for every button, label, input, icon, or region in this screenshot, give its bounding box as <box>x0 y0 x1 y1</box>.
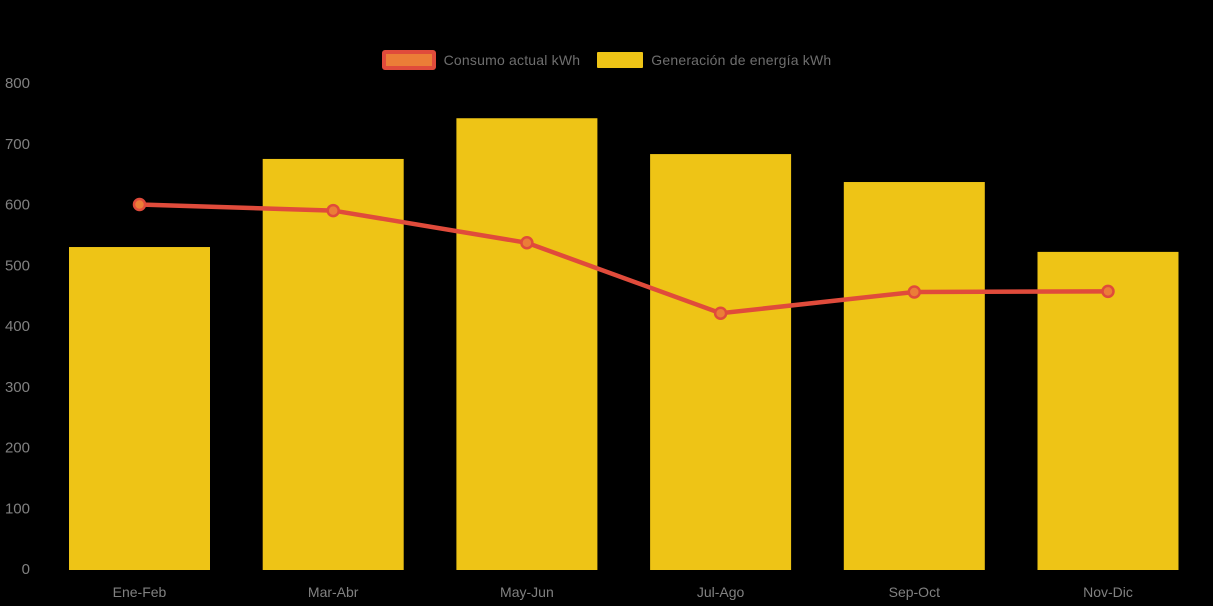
consumo-line-point[interactable] <box>1101 284 1115 299</box>
generacion-bar[interactable] <box>843 182 985 570</box>
x-axis-category-label: Nov-Dic <box>1083 584 1133 600</box>
x-axis-category-label: May-Jun <box>500 584 554 600</box>
y-axis-tick-label: 500 <box>5 257 30 274</box>
generacion-bar[interactable] <box>69 247 210 570</box>
generacion-legend-swatch-icon <box>597 52 644 68</box>
consumo-line-point[interactable] <box>132 197 147 212</box>
consumo-legend-swatch-icon <box>381 50 436 70</box>
consumo-line-point[interactable] <box>520 236 534 250</box>
consumo-line-point[interactable] <box>326 203 340 218</box>
y-axis-tick-label: 0 <box>22 561 30 578</box>
y-axis-tick-label: 600 <box>5 197 30 214</box>
x-axis-category-label: Mar-Abr <box>308 584 359 600</box>
y-axis-tick-label: 700 <box>5 136 30 153</box>
y-axis-tick-label: 300 <box>5 379 30 396</box>
y-axis-tick-label: 800 <box>5 75 30 92</box>
chart-legend: Consumo actual kWh Generación de energía… <box>0 50 1213 70</box>
generacion-bar[interactable] <box>1037 251 1179 570</box>
generacion-bar[interactable] <box>650 154 792 570</box>
generacion-bar[interactable] <box>456 118 598 571</box>
consumo-line-point[interactable] <box>713 306 728 320</box>
y-axis-tick-label: 100 <box>5 500 30 517</box>
consumo-line <box>139 202 1109 316</box>
x-axis-category-label: Sep-Oct <box>889 584 940 600</box>
legend-label-consumo: Consumo actual kWh <box>443 52 581 68</box>
x-axis-category-label: Ene-Feb <box>113 584 167 600</box>
x-axis-category-label: Jul-Ago <box>697 584 745 600</box>
y-axis-tick-label: 200 <box>5 440 30 457</box>
legend-item-generacion[interactable]: Generación de energía kWh <box>597 52 831 68</box>
legend-item-consumo[interactable]: Consumo actual kWh <box>381 50 581 70</box>
consumo-line-point[interactable] <box>907 285 922 299</box>
legend-label-generacion: Generación de energía kWh <box>651 52 832 68</box>
generacion-bar[interactable] <box>262 158 404 570</box>
y-axis-tick-label: 400 <box>5 318 30 335</box>
